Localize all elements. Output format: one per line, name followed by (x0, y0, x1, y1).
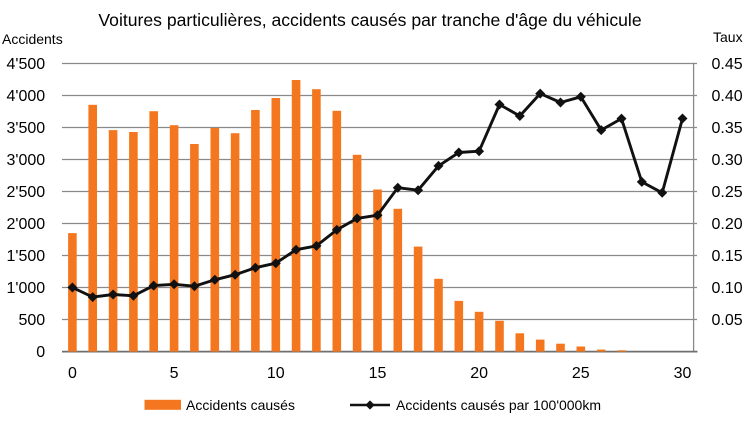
svg-text:2'000: 2'000 (7, 216, 46, 233)
svg-text:0.15: 0.15 (712, 248, 743, 265)
svg-text:20: 20 (470, 365, 488, 382)
svg-text:4'000: 4'000 (7, 88, 46, 105)
svg-text:0.30: 0.30 (712, 152, 743, 169)
svg-text:0.45: 0.45 (712, 56, 743, 73)
svg-text:0: 0 (68, 365, 77, 382)
svg-text:Voitures particulières, accide: Voitures particulières, accidents causés… (98, 10, 641, 30)
svg-text:0.35: 0.35 (712, 120, 743, 137)
svg-text:Accidents causés par 100'000km: Accidents causés par 100'000km (396, 397, 601, 413)
svg-text:1'500: 1'500 (7, 248, 46, 265)
svg-text:0.20: 0.20 (712, 216, 743, 233)
svg-text:4'500: 4'500 (7, 56, 46, 73)
svg-text:1'000: 1'000 (7, 280, 46, 297)
svg-text:10: 10 (267, 365, 285, 382)
svg-text:0.25: 0.25 (712, 184, 743, 201)
svg-text:Accidents: Accidents (2, 31, 63, 47)
svg-text:15: 15 (369, 365, 387, 382)
svg-text:0: 0 (36, 344, 45, 361)
svg-text:Accidents causés: Accidents causés (186, 397, 295, 413)
svg-text:Taux: Taux (713, 29, 743, 45)
svg-text:25: 25 (572, 365, 590, 382)
svg-text:2'500: 2'500 (7, 184, 46, 201)
svg-text:30: 30 (674, 365, 692, 382)
svg-text:5: 5 (170, 365, 179, 382)
svg-text:500: 500 (18, 312, 45, 329)
svg-text:3'000: 3'000 (7, 152, 46, 169)
svg-text:0.10: 0.10 (712, 280, 743, 297)
svg-text:0.05: 0.05 (712, 312, 743, 329)
svg-text:3'500: 3'500 (7, 120, 46, 137)
svg-text:0.40: 0.40 (712, 88, 743, 105)
